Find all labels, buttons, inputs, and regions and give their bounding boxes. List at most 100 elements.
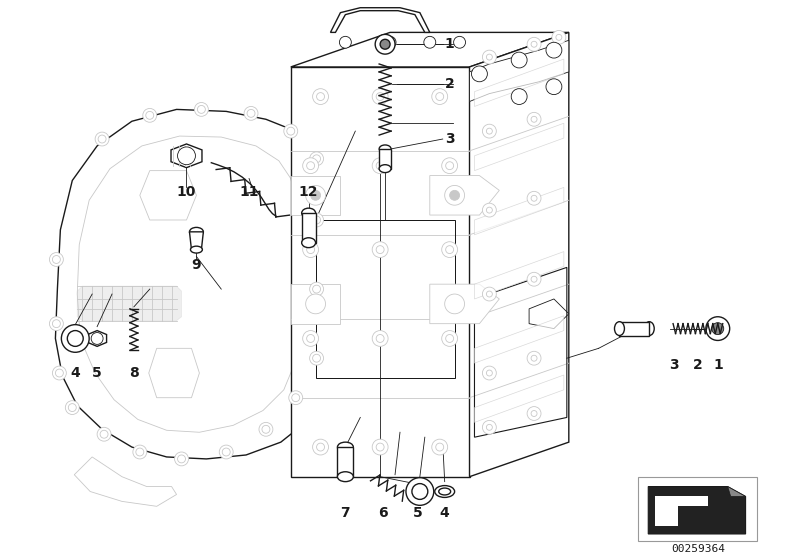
Circle shape [145,111,153,119]
Circle shape [247,110,255,117]
Bar [638,477,757,541]
Text: 4: 4 [70,366,80,380]
Polygon shape [648,486,745,534]
Polygon shape [475,187,564,235]
Circle shape [435,443,443,451]
Circle shape [712,323,724,334]
Circle shape [97,427,111,441]
Circle shape [454,36,466,48]
Circle shape [307,162,315,169]
Circle shape [384,36,396,48]
Circle shape [311,191,320,200]
Circle shape [292,394,300,402]
Circle shape [372,241,388,258]
Text: 00259364: 00259364 [671,544,725,554]
Circle shape [244,106,258,120]
Polygon shape [470,40,569,102]
Text: 12: 12 [299,186,318,200]
Circle shape [303,330,319,347]
Circle shape [445,186,464,205]
Polygon shape [78,136,296,432]
Polygon shape [430,176,499,215]
Text: 3: 3 [670,358,679,372]
Circle shape [372,439,388,455]
Circle shape [310,282,324,296]
Circle shape [487,54,492,60]
Circle shape [312,155,320,163]
Circle shape [531,276,537,282]
Polygon shape [291,67,470,477]
Text: 11: 11 [240,186,259,200]
Circle shape [471,66,487,82]
Circle shape [197,106,205,113]
Circle shape [312,216,320,224]
Ellipse shape [302,238,316,248]
Circle shape [487,128,492,134]
Text: 1: 1 [445,37,455,51]
Circle shape [340,36,352,48]
Circle shape [442,241,458,258]
Circle shape [288,391,303,405]
Polygon shape [470,32,569,477]
Circle shape [446,245,454,254]
Polygon shape [475,123,564,170]
Circle shape [552,30,566,44]
Circle shape [406,478,434,505]
Polygon shape [74,457,177,506]
Circle shape [133,445,147,459]
Polygon shape [529,299,569,329]
Circle shape [376,93,384,101]
Text: 5: 5 [413,506,423,520]
Circle shape [527,37,541,51]
Circle shape [53,366,66,380]
Circle shape [372,89,388,105]
Circle shape [483,287,496,301]
Circle shape [177,455,185,463]
Circle shape [95,132,109,146]
Circle shape [431,439,447,455]
Circle shape [487,370,492,376]
Ellipse shape [380,165,391,173]
Circle shape [483,203,496,217]
Ellipse shape [302,208,316,218]
Circle shape [450,191,459,200]
Circle shape [531,356,537,361]
Circle shape [53,320,61,328]
Circle shape [66,401,79,414]
Ellipse shape [380,145,391,153]
Circle shape [423,36,435,48]
Polygon shape [140,170,197,220]
Ellipse shape [644,321,654,335]
Ellipse shape [614,321,625,335]
Polygon shape [55,110,325,459]
Circle shape [531,41,537,47]
Circle shape [527,406,541,420]
Polygon shape [78,286,181,321]
Circle shape [312,354,320,362]
Circle shape [380,39,390,49]
Circle shape [284,124,298,138]
Circle shape [445,294,464,314]
Circle shape [376,443,384,451]
Polygon shape [149,348,200,397]
Circle shape [546,79,562,94]
Circle shape [487,291,492,297]
Circle shape [527,191,541,205]
Text: 10: 10 [177,186,197,200]
Circle shape [372,158,388,174]
Ellipse shape [439,488,451,495]
Text: 2: 2 [445,77,455,91]
Circle shape [174,452,189,466]
Circle shape [412,484,427,499]
Circle shape [100,430,108,438]
Circle shape [531,410,537,416]
Ellipse shape [435,486,455,498]
Polygon shape [430,284,499,324]
Text: 8: 8 [129,366,139,380]
Circle shape [511,89,527,105]
Circle shape [303,241,319,258]
Circle shape [442,330,458,347]
Circle shape [222,448,230,456]
Circle shape [706,317,729,340]
Polygon shape [331,8,430,32]
